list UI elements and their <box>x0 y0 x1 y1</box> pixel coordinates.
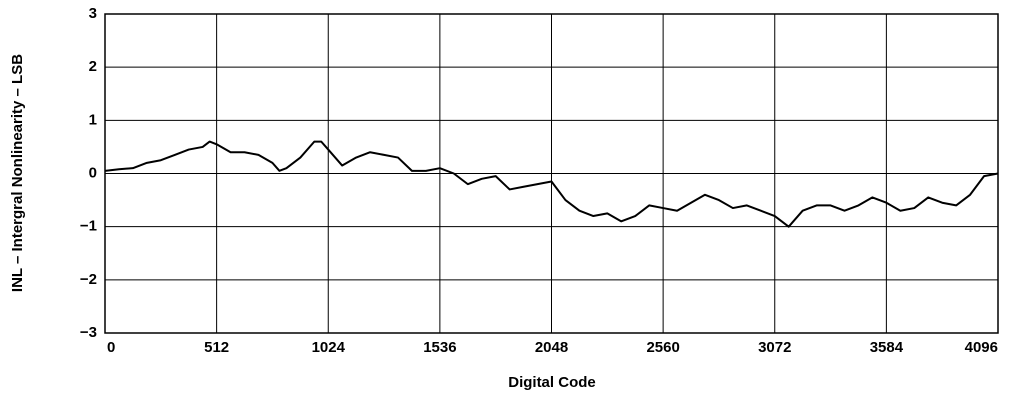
x-axis-label: Digital Code <box>508 374 596 391</box>
x-tick-label: 3584 <box>870 339 904 356</box>
x-tick-label: 2048 <box>535 339 568 356</box>
y-tick-label: −2 <box>80 271 97 288</box>
x-tick-label: 0 <box>107 339 115 356</box>
y-axis-label: INL – Intergral Nonlinearity – LSB <box>9 54 26 292</box>
data-line <box>104 140 999 228</box>
x-tick-label: 1024 <box>312 339 346 356</box>
x-tick-label: 4096 <box>965 339 998 356</box>
y-tick-label: 0 <box>89 164 97 181</box>
x-tick-label: 3072 <box>758 339 791 356</box>
y-tick-label: −1 <box>80 218 97 235</box>
y-tick-label: 3 <box>89 5 97 22</box>
x-tick-label: 512 <box>204 339 229 356</box>
x-tick-label: 2560 <box>646 339 679 356</box>
y-tick-label: 2 <box>89 58 97 75</box>
x-tick-label: 1536 <box>423 339 456 356</box>
y-tick-label: 1 <box>89 111 97 128</box>
y-tick-label: −3 <box>80 324 97 341</box>
